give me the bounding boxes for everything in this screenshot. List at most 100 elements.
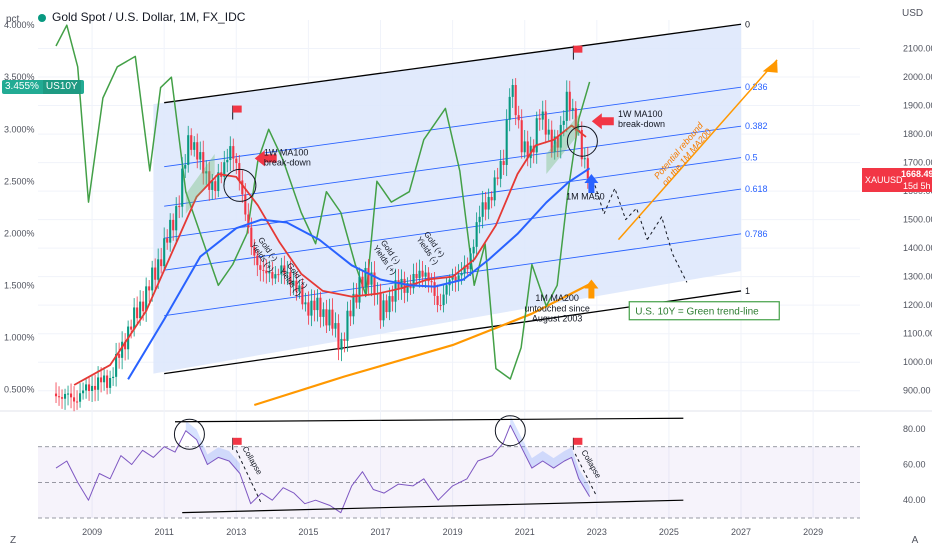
fib-level-label: 0.236 [745,82,768,92]
highlight-zone [546,114,579,174]
us10y-value-tag[interactable]: 3.455% US10Y [2,80,84,94]
candle-body [517,115,520,121]
candle-body [118,353,121,358]
candle-body [277,274,280,276]
fib-level-label: 0 [745,19,750,29]
candle-body [310,300,313,316]
candle-body [235,158,238,164]
price-axis-label: 1300.00 [903,272,932,282]
fib-level-label: 0.786 [745,229,768,239]
left-axis-unit: pct [6,14,20,25]
candle-body [544,111,547,135]
candle-body [205,171,208,174]
time-axis-label: 2015 [298,527,318,537]
channel-fib-line [164,23,742,104]
candle-body [54,393,58,397]
price-symbol: XAUUSD [865,175,903,185]
orange-arrow-icon [584,279,599,299]
annotation-ma100-breakdown: 1W MA100 break-down [264,147,311,167]
rsi-peak-circle [173,418,205,450]
projection-path [592,179,648,240]
candle-body [157,259,160,280]
candle-body [379,293,382,321]
chart-title: Gold Spot / U.S. Dollar, 1M, FX_IDC [38,10,245,24]
candle-body [217,172,220,192]
candle-body [487,196,490,210]
candle-body [238,163,241,181]
candle-body [247,214,250,228]
candle-body [466,265,469,270]
candle-body [520,120,523,153]
candle-body [304,302,307,305]
candle-body [427,272,430,282]
pct-axis-label: 0.500% [4,384,35,394]
candle-body [63,393,67,399]
candle-body [442,294,445,306]
candle-body [244,194,247,215]
channel-fib-line [164,157,742,239]
candle-body [232,146,235,159]
rebound-arrow [617,59,778,241]
candle-body [394,280,397,302]
candle-body [424,272,427,277]
candle-body [451,276,454,280]
candle-body [223,162,226,177]
pct-axis-label: 4.000% [4,20,35,30]
candle-body [373,272,376,295]
last-price-tag[interactable]: XAUUSD 1668.49 15d 5h [862,168,932,192]
candle-body [412,273,415,289]
candle-body [313,300,316,311]
candle-body [166,238,169,243]
highlight-zone [185,154,215,214]
candle-body [385,300,388,313]
us10y-line [55,24,591,380]
annotation-ma100-breakdown: 1W MA100 break-down [618,109,665,129]
candle-body [484,202,487,210]
candle-body [265,270,268,274]
candle-body [253,246,256,256]
fib-level-label: 0.382 [745,121,768,131]
candle-body [556,136,559,148]
candle-body [259,265,262,270]
candle-body [469,253,472,270]
time-axis-label: 2027 [731,527,751,537]
candle-body [571,108,574,111]
candle-body [436,295,439,306]
candle-body [541,111,544,120]
time-axis-label: 2019 [443,527,463,537]
right-axis-unit: USD [902,8,924,19]
price-axis-label: 1500.00 [903,215,932,225]
price-axis-label: 2100.00 [903,44,932,54]
candle-body [226,160,229,163]
candle-body [538,118,541,120]
candle-body [433,282,436,296]
candle-body [454,276,457,281]
candle-body [478,216,481,223]
candle-body [430,281,433,283]
rsi-axis-label: 60.00 [903,460,926,470]
candle-body [499,161,502,179]
candle-body [337,323,340,350]
candle-body [82,390,85,394]
ma-1m50-line [127,167,591,380]
price-axis-label: 2000.00 [903,72,932,82]
candle-body [250,227,253,247]
candle-body [298,285,301,292]
candle-body [553,136,556,152]
us10y-note-box [628,301,780,321]
candle-body [130,326,133,330]
candle-body [199,152,202,160]
zoom-button[interactable]: Z [9,535,17,546]
candle-body [262,269,265,271]
candle-body [124,341,127,350]
candle-body [355,293,358,303]
candle-body [352,293,355,317]
auto-scale-button[interactable]: A [911,535,919,546]
price-axis-label: 1000.00 [903,357,932,367]
ma200-line [253,281,594,407]
pct-axis-label: 3.500% [4,72,35,82]
candle-body [60,397,64,399]
annotation-ma200: 1M MA200 untouched since August 2003 [524,293,590,324]
